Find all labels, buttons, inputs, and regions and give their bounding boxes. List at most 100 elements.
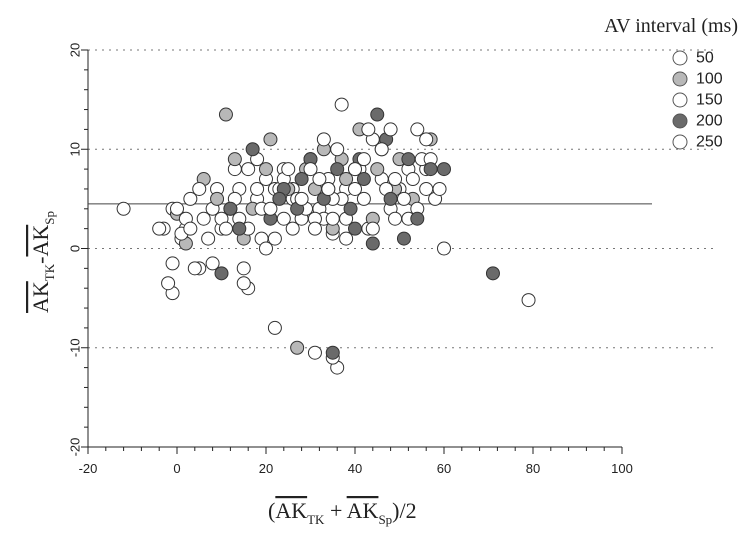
scatter-point: [294, 191, 309, 206]
scatter-point: [307, 345, 322, 360]
legend-marker: [672, 113, 688, 129]
scatter-point: [348, 221, 362, 236]
scatter-point: [201, 231, 216, 246]
scatter-point: [294, 172, 309, 187]
scatter-point: [223, 201, 238, 216]
scatter-point: [218, 107, 233, 122]
scatter-point: [356, 172, 371, 187]
scatter-point: [236, 276, 251, 291]
scatter-point: [263, 132, 278, 147]
scatter-point: [348, 162, 362, 177]
scatter-point: [241, 162, 256, 177]
scatter-point: [183, 221, 198, 236]
scatter-point: [521, 293, 536, 308]
y-tick-label: 0: [68, 245, 83, 252]
scatter-point: [330, 142, 345, 157]
legend-label: 250: [696, 134, 723, 151]
x-tick-label: 60: [437, 461, 451, 476]
scatter-point: [161, 276, 176, 291]
scatter-point: [272, 191, 287, 206]
scatter-point: [356, 191, 371, 206]
scatter-point: [356, 152, 371, 167]
legend-marker: [672, 92, 688, 108]
scatter-point: [388, 211, 403, 226]
scatter-point: [227, 152, 242, 167]
scatter-point: [325, 211, 340, 226]
scatter-point: [236, 261, 251, 276]
scatter-point: [437, 241, 451, 256]
y-tick-label: -10: [68, 338, 83, 357]
scatter-point: [267, 320, 282, 335]
scatter-point: [281, 162, 296, 177]
y-axis-title: AKTK-AKSp: [28, 211, 57, 313]
data-points: [116, 97, 536, 375]
scatter-point: [437, 162, 451, 177]
scatter-point: [343, 201, 358, 216]
legend-label: 150: [696, 92, 723, 109]
scatter-point: [405, 172, 420, 187]
legend-marker: [672, 50, 688, 66]
x-axis-title: (AKTK + AKSp)/2: [268, 498, 417, 527]
y-tick-label: -20: [68, 438, 83, 457]
scatter-point: [410, 122, 425, 137]
x-tick-label: 80: [526, 461, 540, 476]
scatter-point: [210, 191, 225, 206]
scatter-point: [205, 256, 220, 271]
legend-title: AV interval (ms): [604, 15, 738, 37]
scatter-point: [383, 191, 398, 206]
x-tick-label: -20: [79, 461, 98, 476]
y-tick-label: 20: [68, 43, 83, 57]
scatter-point: [370, 107, 385, 122]
scatter-point: [365, 221, 380, 236]
scatter-point: [316, 132, 331, 147]
scatter-point: [276, 211, 291, 226]
legend-marker: [672, 71, 688, 87]
scatter-point: [396, 191, 411, 206]
scatter-point: [116, 201, 131, 216]
scatter-point: [152, 221, 167, 236]
scatter-point: [259, 162, 273, 177]
scatter-point: [170, 201, 184, 216]
scatter-point: [165, 256, 180, 271]
ticks: -20 0 20 40 60 80 100 -20 -10 0 10 20: [68, 43, 633, 476]
scatter-point: [330, 162, 345, 177]
scatter-point: [192, 181, 207, 196]
legend-label: 50: [696, 50, 714, 67]
x-tick-label: 0: [173, 461, 180, 476]
scatter-point: [419, 181, 434, 196]
scatter-point: [218, 221, 233, 236]
scatter-point: [365, 236, 380, 251]
scatter-point: [339, 231, 354, 246]
x-tick-label: 100: [611, 461, 633, 476]
scatter-point: [388, 172, 403, 187]
scatter-point: [290, 340, 305, 355]
scatter-point: [485, 266, 500, 281]
scatter-point: [423, 162, 438, 177]
scatter-point: [259, 241, 273, 256]
scatter-point: [321, 181, 336, 196]
scatter-point: [267, 231, 282, 246]
scatter-point: [401, 152, 416, 167]
scatter-point: [307, 221, 322, 236]
y-tick-label: 10: [68, 142, 83, 156]
scatter-point: [419, 132, 434, 147]
scatter-point: [183, 191, 198, 206]
scatter-point: [196, 211, 211, 226]
scatter-point: [303, 162, 318, 177]
scatter-point: [312, 172, 327, 187]
scatter-point: [370, 162, 385, 177]
scatter-point: [432, 181, 447, 196]
scatter-point: [410, 211, 425, 226]
scatter-point: [250, 181, 265, 196]
scatter-point: [187, 261, 202, 276]
scatter-point: [232, 221, 247, 236]
legend-label: 200: [696, 113, 723, 130]
scatter-point: [374, 142, 389, 157]
scatter-point: [396, 231, 411, 246]
scatter-point: [325, 345, 340, 360]
scatter-point: [263, 201, 278, 216]
legend-marker: [672, 134, 688, 150]
scatter-point: [339, 172, 354, 187]
x-tick-label: 20: [259, 461, 273, 476]
